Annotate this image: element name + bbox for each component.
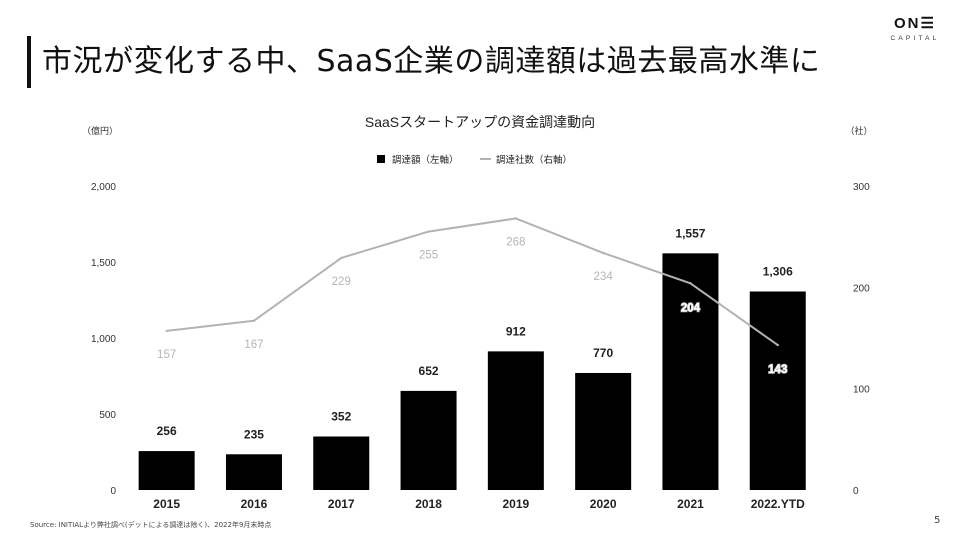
line-point-2017 xyxy=(340,256,343,260)
line-point-2022.YTD xyxy=(776,343,779,347)
legend-bar-swatch xyxy=(377,155,385,163)
left-axis-tick-label: 2,000 xyxy=(91,182,116,193)
line-value-label: 255 xyxy=(419,250,438,262)
logo-wordmark: ON☰ xyxy=(894,15,936,32)
bar-value-label: 235 xyxy=(244,427,264,441)
left-axis-tick-label: 500 xyxy=(99,410,116,421)
bar-2019 xyxy=(487,351,544,490)
line-value-label: 204 xyxy=(681,302,701,314)
bar-value-label: 912 xyxy=(506,324,526,338)
bar-value-label: 652 xyxy=(419,364,439,378)
left-axis-tick-label: 1,000 xyxy=(91,334,116,345)
x-axis-labels: 2015 2016 2017 2018 2019 2020 2021 2022.YTD xyxy=(153,497,805,511)
legend-line-label: 調達社数（右軸） xyxy=(496,154,572,166)
line-value-label: 234 xyxy=(594,271,614,283)
chart-legend: 調達額（左軸） 調達社数（右軸） xyxy=(377,154,572,166)
right-axis-tick-label: 100 xyxy=(853,385,870,396)
line-point-2021 xyxy=(689,282,692,285)
company-logo: ON☰ CAPITAL xyxy=(880,14,950,44)
line-point-2018 xyxy=(427,230,430,233)
bar-2017 xyxy=(313,436,370,490)
bar-2020 xyxy=(575,372,632,490)
line-series xyxy=(165,217,779,347)
x-axis-label: 2021 xyxy=(677,497,704,511)
page-title: 市況が変化する中、SaaS企業の調達額は過去最高水準に xyxy=(42,44,821,79)
bar-2018 xyxy=(400,390,457,490)
x-axis-label: 2017 xyxy=(328,497,355,511)
bar-value-label: 256 xyxy=(157,424,177,438)
line-value-label: 143 xyxy=(768,364,787,376)
x-axis-label: 2022.YTD xyxy=(751,497,805,511)
logo-subtitle: CAPITAL xyxy=(890,35,940,42)
chart-title: SaaSスタートアップの資金調達動向 xyxy=(365,114,595,130)
x-axis-label: 2015 xyxy=(153,497,180,511)
bar-value-label: 1,306 xyxy=(763,264,793,278)
bar-series xyxy=(138,253,806,490)
line-point-2016 xyxy=(252,319,256,322)
bar-value-labels: 256 235 352 652 912 770 1,557 1,306 xyxy=(157,226,793,441)
page-number: 5 xyxy=(934,515,941,526)
bar-2016 xyxy=(225,454,282,490)
left-axis-tick-label: 1,500 xyxy=(91,258,116,269)
x-axis-label: 2018 xyxy=(415,497,442,511)
x-axis-label: 2016 xyxy=(241,497,268,511)
x-axis-label: 2020 xyxy=(590,497,617,511)
line-value-label: 167 xyxy=(244,339,263,351)
right-axis-unit-label: （社） xyxy=(845,125,872,136)
line-value-labels: 157 167 229 255 268 234 204 143 xyxy=(157,236,788,376)
line-value-label: 157 xyxy=(157,349,176,361)
source-note: Source: INITIALより弊社調べ(デットによる調達は除く)、2022年… xyxy=(30,521,272,529)
right-axis-tick-label: 0 xyxy=(853,486,859,497)
legend-bar-label: 調達額（左軸） xyxy=(392,154,459,166)
bar-value-label: 352 xyxy=(331,409,351,423)
line-point-2020 xyxy=(601,251,605,255)
bar-value-label: 1,557 xyxy=(675,226,705,240)
title-accent-bar xyxy=(27,36,31,88)
bar-2022.YTD xyxy=(749,291,806,490)
bar-2015 xyxy=(138,451,195,490)
right-axis-tick-label: 200 xyxy=(853,283,870,294)
line-point-2015 xyxy=(165,329,168,333)
left-axis-unit-label: （億円） xyxy=(82,125,118,136)
line-value-label: 268 xyxy=(506,236,525,248)
left-axis-tick-label: 0 xyxy=(110,486,116,497)
bar-2021 xyxy=(662,253,719,490)
x-axis-label: 2019 xyxy=(502,497,529,511)
right-axis-tick-label: 300 xyxy=(853,182,870,193)
line-value-label: 229 xyxy=(332,276,351,288)
line-point-2019 xyxy=(514,217,518,220)
left-axis-ticks: 0 500 1,000 1,500 2,000 xyxy=(91,182,116,497)
count-trend-line xyxy=(166,217,779,346)
right-axis-ticks: 0 100 200 300 xyxy=(853,182,870,497)
bar-value-label: 770 xyxy=(593,346,613,360)
